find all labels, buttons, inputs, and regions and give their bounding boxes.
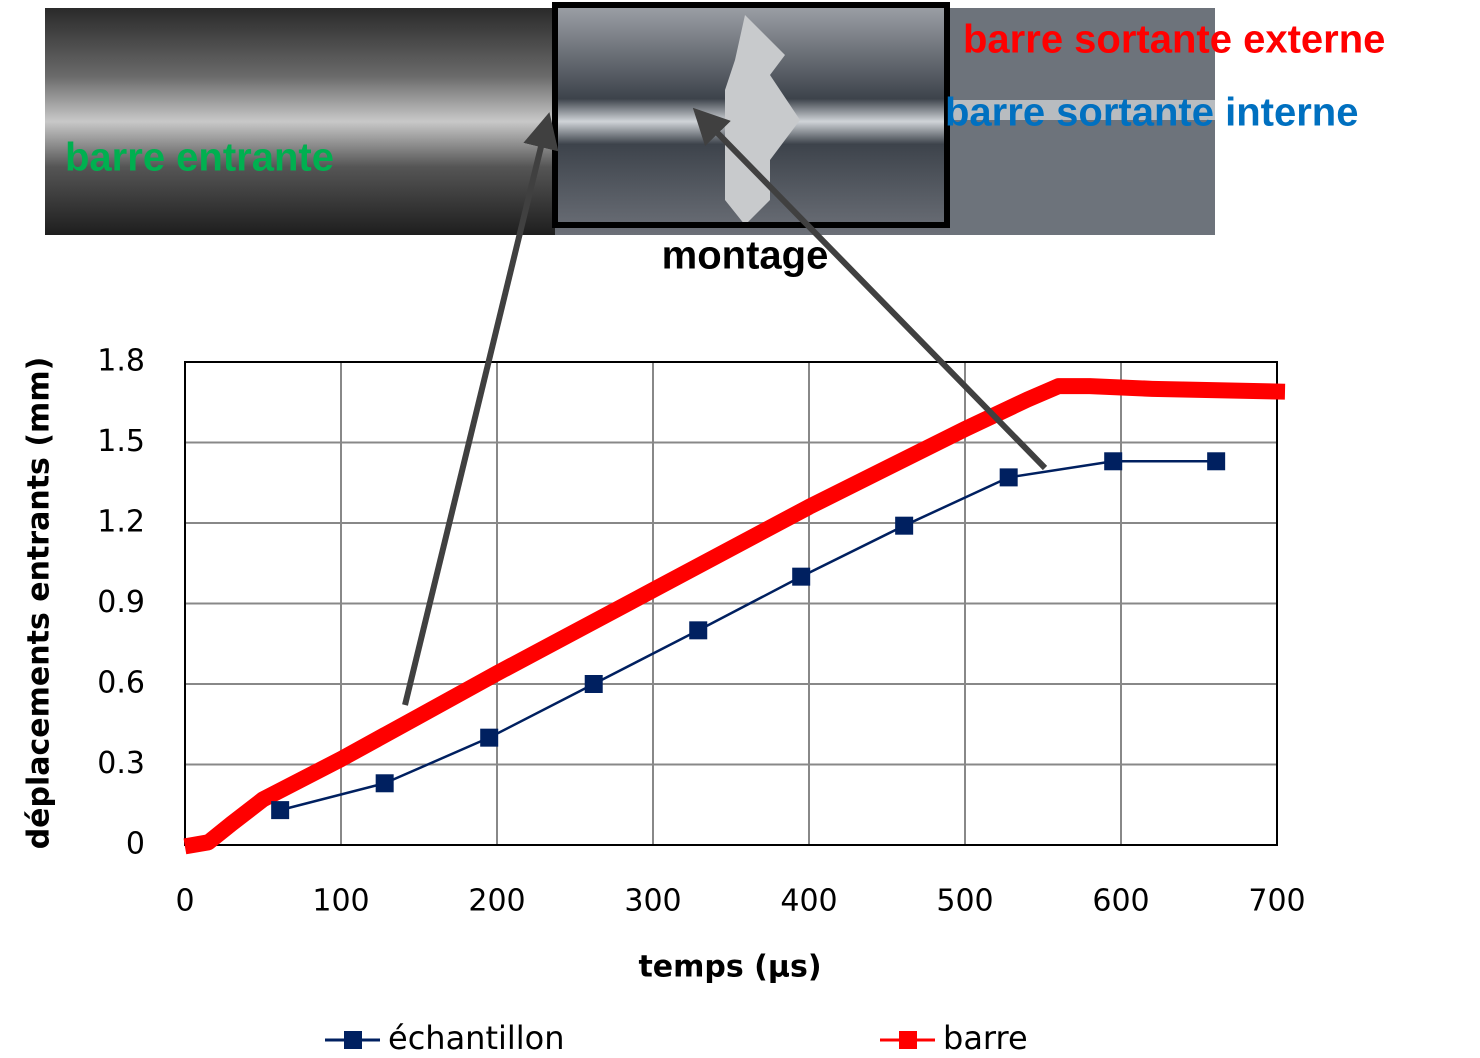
marker <box>792 567 811 586</box>
annotation: barre entrante <box>65 136 334 180</box>
x-tick-label: 400 <box>780 884 837 919</box>
photo <box>45 2 1215 235</box>
arrow <box>402 112 559 706</box>
marker <box>271 801 290 820</box>
plot-frame <box>184 361 1278 846</box>
y-axis-label: déplacements entrants (mm) <box>22 357 57 850</box>
x-tick-label: 700 <box>1248 884 1305 919</box>
y-tick-label: 0.6 <box>97 666 145 701</box>
legend-marker <box>899 1031 917 1049</box>
annotation: montage <box>662 234 829 278</box>
x-tick-label: 600 <box>1092 884 1149 919</box>
marker <box>480 728 499 747</box>
x-tick-label: 0 <box>175 884 194 919</box>
marker <box>375 774 394 793</box>
legend-marker <box>344 1031 362 1049</box>
plot: 0 0.3 0.6 0.9 1.2 1.5 1.8 0 100 200 300 400 500 600 70… <box>22 344 1306 1058</box>
legend-label: barre <box>943 1019 1028 1057</box>
marker <box>895 516 914 535</box>
y-tick-label: 0.3 <box>97 746 145 781</box>
series-line <box>183 378 1286 855</box>
y-tick-label: 1.5 <box>97 424 145 459</box>
x-tick-label: 500 <box>936 884 993 919</box>
x-tick-label: 200 <box>468 884 525 919</box>
annotation: barre sortante externe <box>963 18 1385 62</box>
annotation: barre sortante interne <box>945 91 1358 135</box>
x-axis-label: temps (µs) <box>638 950 821 985</box>
arrow <box>692 107 1048 471</box>
x-tick-label: 300 <box>624 884 681 919</box>
x-tick-label: 100 <box>312 884 369 919</box>
marker <box>1207 452 1226 471</box>
marker <box>999 468 1018 487</box>
y-tick-label: 0 <box>126 827 145 862</box>
marker <box>584 675 603 693</box>
y-tick-label: 1.8 <box>97 344 145 379</box>
legend-label: échantillon <box>388 1019 565 1057</box>
marker <box>689 621 708 640</box>
y-tick-label: 0.9 <box>97 585 145 620</box>
marker <box>1104 452 1123 471</box>
series-line <box>279 460 1217 812</box>
y-tick-label: 1.2 <box>97 505 145 540</box>
